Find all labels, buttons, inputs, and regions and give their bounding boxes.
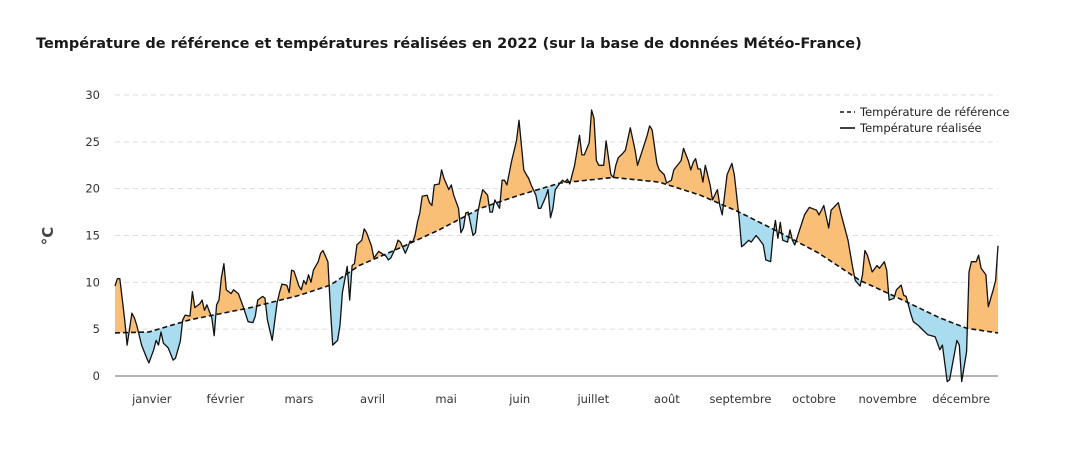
x-tick-label: octobre [792,392,836,406]
y-axis-label: °C [39,227,57,246]
x-tick-label: décembre [932,392,990,406]
legend-label-realized: Température réalisée [859,121,982,135]
x-tick-label: février [207,392,245,406]
series-line-reference [114,176,999,334]
legend: Température de référence Température réal… [840,105,1009,135]
x-tick-label: avril [360,392,385,406]
y-tick-label: 20 [85,182,100,196]
chart-title: Température de référence et températures… [36,36,862,52]
x-tick-label: septembre [709,392,771,406]
x-tick-label: novembre [858,392,916,406]
area-below-reference [115,177,998,382]
series-line-realized [114,109,999,383]
x-tick-label: juillet [576,392,609,406]
y-tick-label: 25 [85,135,100,149]
y-tick-label: 10 [85,275,100,289]
x-tick-label: mars [284,392,313,406]
y-tick-label: 0 [93,369,100,383]
x-tick-label: août [654,392,680,406]
x-tick-label: janvier [131,392,172,406]
legend-label-reference: Température de référence [859,105,1009,119]
area-above-reference [115,110,998,333]
y-tick-label: 30 [85,88,100,102]
y-tick-label: 15 [85,229,100,243]
x-tick-label: mai [435,392,456,406]
y-tick-label: 5 [93,322,100,336]
x-tick-label: juin [508,392,530,406]
